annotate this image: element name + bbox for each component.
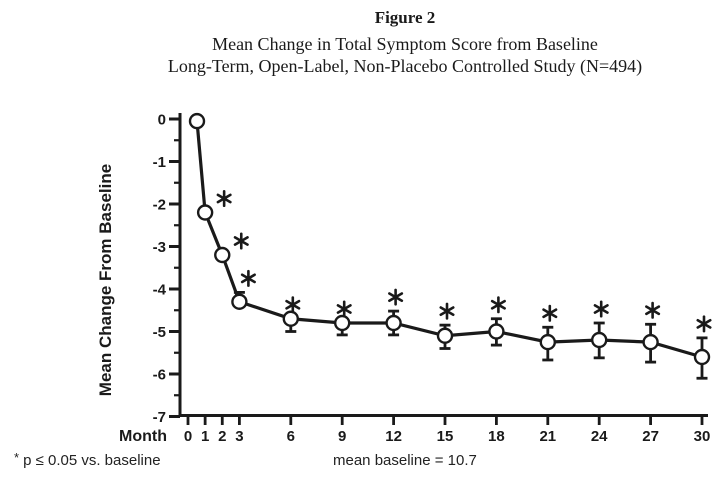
significance-asterisk-month-2: [233, 232, 249, 250]
significance-asterisk-month-9: [336, 300, 352, 318]
data-series-layer: [188, 112, 712, 380]
x-tick-label: 15: [437, 428, 454, 445]
asterisk-arm: [240, 273, 256, 284]
significance-asterisk-month-24: [593, 300, 609, 318]
significance-asterisk-month-1: [216, 190, 232, 207]
x-tick-label: 27: [642, 428, 659, 445]
y-tick-label: -7: [153, 409, 166, 426]
trend-line: [195, 120, 703, 359]
asterisk-arm: [233, 236, 249, 246]
data-point-month-21: [539, 333, 556, 351]
data-point-month-27: [642, 333, 659, 351]
significance-asterisk-month-30: [696, 315, 712, 333]
figure-subtitle-1: Mean Change in Total Symptom Score from …: [212, 34, 598, 54]
x-axis-title: Month: [119, 428, 167, 445]
y-tick-label: -5: [153, 324, 166, 341]
x-tick-label: 12: [385, 428, 402, 445]
data-point-month-9: [334, 314, 351, 332]
x-tick-label: 21: [539, 428, 556, 445]
asterisk-arm: [645, 305, 661, 316]
x-tick-label: 18: [488, 428, 505, 445]
data-point-month-24: [591, 331, 608, 349]
asterisk-arm: [285, 299, 301, 310]
y-tick-label: -4: [153, 282, 167, 299]
significance-asterisk-month-27: [645, 301, 661, 319]
x-tick-label: 1: [201, 428, 209, 445]
y-tick-label: 0: [158, 112, 166, 129]
asterisk-arm: [336, 304, 352, 314]
data-point-month-12: [385, 314, 402, 332]
asterisk-arm: [490, 299, 506, 310]
significance-footnote-text: p ≤ 0.05 vs. baseline: [23, 452, 161, 469]
figure-title-block: Figure 2 Mean Change in Total Symptom Sc…: [95, 8, 715, 77]
data-point-month-2: [214, 246, 231, 264]
data-point-month-1: [196, 204, 214, 221]
mean-baseline-note: mean baseline = 10.7: [333, 452, 477, 469]
y-tick-label: -3: [153, 239, 166, 256]
x-tick-label: 6: [287, 428, 295, 445]
x-tick-label: 9: [338, 428, 346, 445]
significance-footnote: * p ≤ 0.05 vs. baseline: [14, 450, 161, 469]
y-axis-title: Mean Change From Baseline: [96, 164, 115, 396]
asterisk-arm: [696, 318, 712, 329]
x-tick-label: 24: [591, 428, 608, 445]
x-tick-label: 2: [218, 428, 226, 445]
data-point-month-3: [231, 293, 248, 310]
data-point-month-18: [488, 323, 505, 340]
data-point-month-6: [282, 310, 299, 327]
significance-asterisk-month-12: [388, 288, 404, 306]
x-tick-label: 30: [694, 428, 711, 445]
y-tick-label: -1: [153, 154, 166, 171]
footnote-asterisk: *: [14, 450, 20, 465]
figure-subtitle-2: Long-Term, Open-Label, Non-Placebo Contr…: [167, 56, 643, 76]
data-point-month-30: [693, 348, 711, 366]
data-point-month-0: [188, 112, 206, 130]
significance-asterisk-month-21: [542, 304, 558, 322]
y-tick-label: -6: [153, 367, 166, 384]
y-tick-label: -2: [153, 197, 166, 214]
significance-asterisk-month-18: [490, 296, 506, 314]
significance-asterisk-month-3: [240, 269, 256, 287]
x-tick-label: 0: [184, 428, 192, 445]
asterisk-arm: [439, 306, 455, 317]
axes-layer: 0-1-2-3-4-5-6-70 1 2 3 6 9 12 15 18 21 24 27 30: [153, 112, 711, 446]
asterisk-arm: [593, 304, 609, 314]
asterisk-arm: [388, 292, 404, 303]
x-tick-label: 3: [235, 428, 243, 445]
asterisk-arm: [216, 193, 232, 204]
asterisk-arm: [542, 308, 558, 319]
significance-asterisk-month-15: [439, 302, 455, 320]
significance-asterisk-month-6: [285, 296, 301, 314]
figure-label: Figure 2: [374, 8, 436, 27]
data-point-month-15: [436, 327, 454, 344]
